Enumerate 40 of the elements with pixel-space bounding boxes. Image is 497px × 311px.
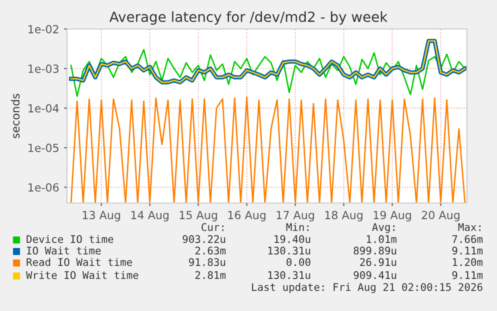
text: 0.00 xyxy=(286,258,310,266)
text: 903.22u xyxy=(182,235,226,244)
legend-label: Read IO Wait time xyxy=(26,258,132,266)
x-tick-label: 18 Aug xyxy=(325,210,362,222)
text: 9.11m xyxy=(452,271,483,280)
y-tick-label: 1e-06 xyxy=(28,183,59,192)
text: 1.20m xyxy=(452,258,483,266)
text: 909.41u xyxy=(354,271,396,280)
x-tick-label: 13 Aug xyxy=(82,210,120,222)
x-tick-label: 20 Aug xyxy=(422,210,460,222)
text: 7.66m xyxy=(452,235,483,244)
text: 9.11m xyxy=(452,246,483,255)
y-tick-label: 1e-02 xyxy=(28,24,58,34)
x-tick-label: 16 Aug xyxy=(228,210,266,222)
text: Cur: xyxy=(202,223,224,232)
text: 899.89u xyxy=(354,246,396,255)
text: 19.40u xyxy=(274,235,310,244)
text: Avg: xyxy=(372,223,394,234)
x-tick-label: 17 Aug xyxy=(276,210,314,222)
text: 2.81m xyxy=(195,271,226,280)
text: 91.83u xyxy=(189,258,226,266)
x-tick-label: 19 Aug xyxy=(374,210,411,222)
x-tick-label: 15 Aug xyxy=(180,210,217,222)
y-tick-label: 1e-03 xyxy=(28,64,58,73)
legend-label: Device IO time xyxy=(26,234,114,244)
legend-label: IO Wait time xyxy=(27,246,101,255)
text: Max: xyxy=(458,223,480,232)
x-tick-label: 14 Aug xyxy=(131,210,168,222)
text: 2.63m xyxy=(195,246,226,255)
y-tick-label: 1e-04 xyxy=(28,104,59,113)
y-axis-title: seconds xyxy=(11,94,20,138)
text: 130.31u xyxy=(268,246,310,255)
text: Last update: Fri Aug 21 02:00:15 2026 xyxy=(252,282,482,294)
chart-title: Average latency for /dev/md2 - by week xyxy=(109,11,388,25)
legend-label: Write IO Wait time xyxy=(26,270,138,280)
text: 130.31u xyxy=(268,271,310,280)
y-tick-label: 1e-05 xyxy=(28,144,58,152)
text: 1.01m xyxy=(366,235,397,244)
text: Min: xyxy=(286,222,308,231)
text: 26.91u xyxy=(360,258,396,266)
